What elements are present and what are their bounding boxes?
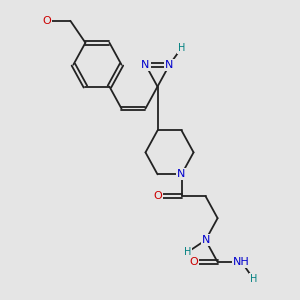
Text: H: H [178,43,185,53]
Text: O: O [189,257,198,267]
Text: H: H [184,247,191,257]
Text: N: N [165,60,174,70]
Text: O: O [42,16,51,26]
Text: H: H [250,274,257,284]
Text: O: O [153,191,162,201]
Text: NH: NH [233,257,250,267]
Text: N: N [141,60,150,70]
Text: N: N [201,235,210,245]
Text: N: N [177,169,186,179]
